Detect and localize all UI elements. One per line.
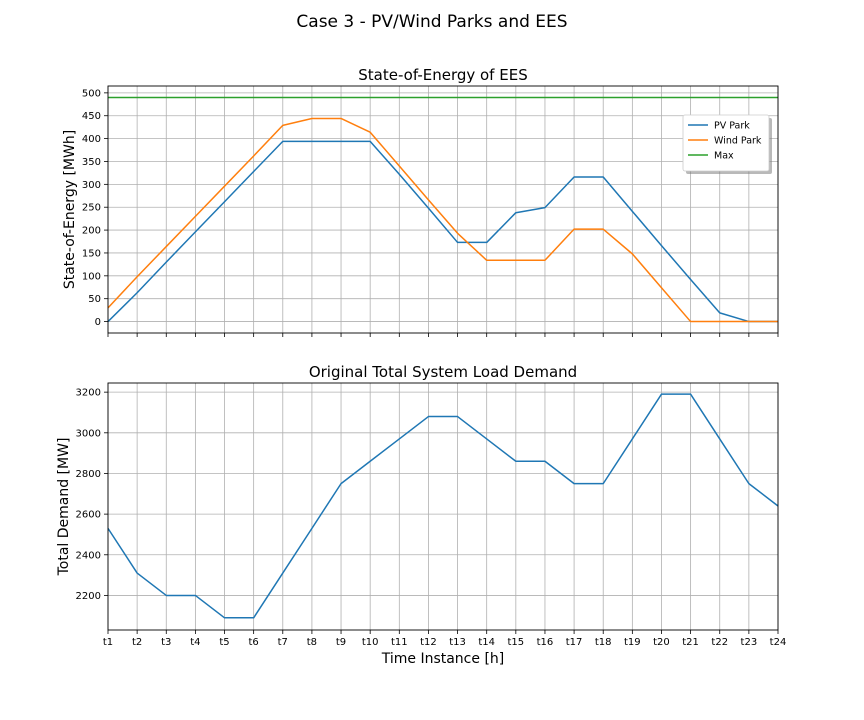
x-tick-label: t12 — [420, 637, 437, 648]
y-axis-label: Total Demand [MW] — [56, 438, 72, 577]
x-axis-label: Time Instance [h] — [381, 651, 505, 667]
x-tick-label: t16 — [537, 637, 554, 648]
y-tick-label: 2800 — [76, 469, 101, 480]
pv-park-line — [107, 140, 778, 323]
x-tick-label: t4 — [190, 637, 200, 648]
y-tick-label: 200 — [82, 226, 101, 237]
x-tick-label: t17 — [566, 637, 583, 648]
x-tick-label: t21 — [682, 637, 699, 648]
chart-title: Original Total System Load Demand — [309, 363, 577, 381]
y-axis-label: State-of-Energy [MWh] — [62, 130, 78, 289]
axes-frame — [107, 382, 779, 631]
x-tick-label: t11 — [391, 637, 408, 648]
y-tick-label: 2600 — [76, 510, 101, 521]
y-tick-label: 350 — [82, 157, 101, 168]
x-tick-label: t15 — [507, 637, 524, 648]
y-tick-label: 450 — [82, 111, 101, 122]
legend-box — [682, 114, 770, 172]
legend: PV Park Wind Park Max — [682, 114, 772, 174]
x-tick-label: t24 — [770, 637, 787, 648]
legend-label-max: Max — [714, 151, 734, 162]
x-tick-label: t19 — [624, 637, 641, 648]
subplot-1: 0 50 100 150 200 250 300 350 400 450 500 State-of-E… — [62, 66, 779, 337]
wind-park-line — [107, 117, 778, 323]
y-tick-label: 3200 — [76, 388, 101, 399]
y-tick-label: 0 — [95, 317, 101, 328]
y-tick-label: 2400 — [76, 550, 101, 561]
x-tick-label: t1 — [103, 637, 113, 648]
x-tick-label: t3 — [161, 637, 171, 648]
subplot-2: 2200 2400 2600 2800 3000 3200 t1 t2 t3 t4 t5 t6 t7 t8… — [56, 363, 786, 667]
chart-title: State-of-Energy of EES — [358, 66, 527, 84]
x-tick-label: t2 — [132, 637, 142, 648]
x-tick-label: t14 — [478, 637, 495, 648]
x-tick-label: t22 — [711, 637, 728, 648]
y-tick-label: 250 — [82, 203, 101, 214]
x-tick-label: t10 — [362, 637, 379, 648]
y-tick-label: 400 — [82, 134, 101, 145]
y-tick-label: 500 — [82, 88, 101, 99]
y-tick-label: 150 — [82, 248, 101, 259]
x-tick-label: t9 — [336, 637, 346, 648]
legend-label-wind-park: Wind Park — [714, 136, 762, 147]
x-tick-label: t5 — [219, 637, 229, 648]
demand-line — [107, 393, 779, 619]
x-tick-label: t8 — [307, 637, 317, 648]
y-tick-label: 100 — [82, 271, 101, 282]
legend-label-pv-park: PV Park — [714, 121, 750, 132]
x-tick-label: t13 — [449, 637, 466, 648]
x-tick-label: t6 — [249, 637, 259, 648]
y-tick-label: 50 — [88, 294, 101, 305]
x-tick-label: t23 — [741, 637, 758, 648]
y-tick-label: 3000 — [76, 428, 101, 439]
x-tick-label: t7 — [278, 637, 288, 648]
figure-title: Case 3 - PV/Wind Parks and EES — [296, 12, 568, 32]
y-tick-label: 300 — [82, 180, 101, 191]
axes-frame — [107, 85, 779, 334]
y-tick-label: 2200 — [76, 591, 101, 602]
x-tick-label: t20 — [653, 637, 670, 648]
x-tick-label: t18 — [595, 637, 612, 648]
